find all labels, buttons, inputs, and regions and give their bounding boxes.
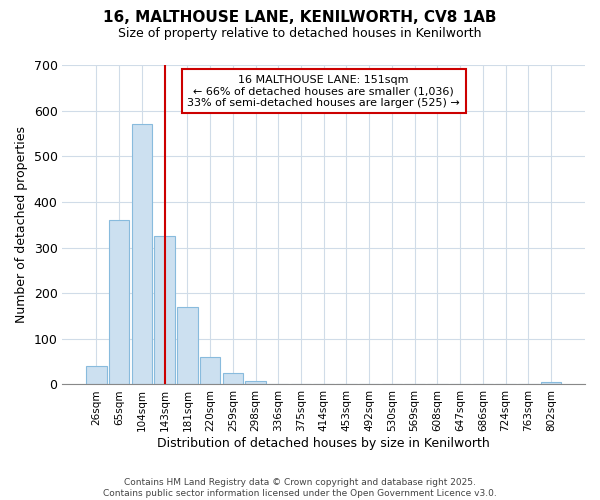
Bar xyxy=(177,307,197,384)
Text: 16 MALTHOUSE LANE: 151sqm
← 66% of detached houses are smaller (1,036)
33% of se: 16 MALTHOUSE LANE: 151sqm ← 66% of detac… xyxy=(187,74,460,108)
Bar xyxy=(131,124,152,384)
Bar xyxy=(86,366,107,384)
Bar xyxy=(109,220,130,384)
Bar xyxy=(245,381,266,384)
Text: Size of property relative to detached houses in Kenilworth: Size of property relative to detached ho… xyxy=(118,28,482,40)
Bar xyxy=(200,357,220,384)
Text: Contains HM Land Registry data © Crown copyright and database right 2025.
Contai: Contains HM Land Registry data © Crown c… xyxy=(103,478,497,498)
Bar xyxy=(541,382,561,384)
Bar xyxy=(154,236,175,384)
Bar xyxy=(223,373,243,384)
Text: 16, MALTHOUSE LANE, KENILWORTH, CV8 1AB: 16, MALTHOUSE LANE, KENILWORTH, CV8 1AB xyxy=(103,10,497,25)
Y-axis label: Number of detached properties: Number of detached properties xyxy=(15,126,28,323)
X-axis label: Distribution of detached houses by size in Kenilworth: Distribution of detached houses by size … xyxy=(157,437,490,450)
